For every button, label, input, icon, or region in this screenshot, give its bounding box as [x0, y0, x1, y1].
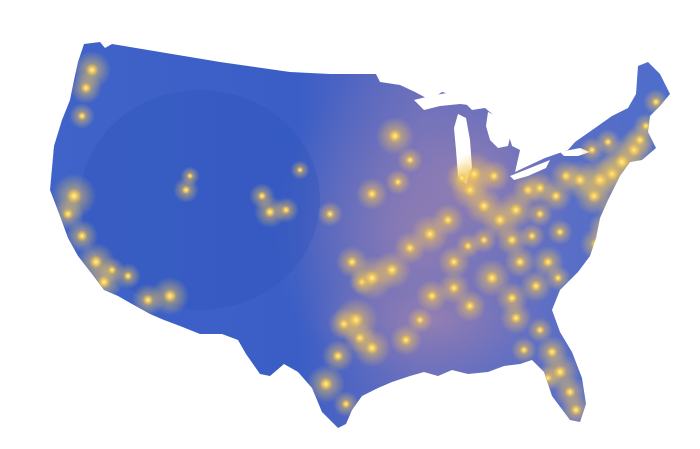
city-light [296, 166, 304, 174]
city-light [464, 300, 476, 312]
city-light [80, 82, 92, 94]
city-light [142, 294, 154, 306]
city-light [485, 271, 499, 285]
city-light [519, 345, 529, 355]
city-light [543, 373, 553, 383]
city-glow [580, 228, 612, 260]
city-light [393, 177, 403, 187]
city-light [506, 234, 518, 246]
city-light [264, 206, 276, 218]
city-light [590, 238, 602, 250]
city-glow [598, 194, 630, 226]
city-light [107, 265, 117, 275]
city-light [570, 404, 582, 416]
city-light [479, 235, 489, 245]
city-light [542, 256, 554, 268]
city-light [509, 203, 523, 217]
city-light [385, 263, 399, 277]
city-light [448, 256, 460, 268]
city-light [553, 273, 563, 283]
city-light [535, 325, 545, 335]
city-light [332, 350, 344, 362]
city-lights [51, 50, 669, 426]
city-light [530, 280, 542, 292]
lake-huron [486, 112, 512, 148]
city-light [338, 318, 350, 330]
city-light [448, 282, 460, 294]
city-light [341, 399, 351, 409]
city-light [62, 208, 74, 220]
city-light [319, 377, 333, 391]
city-light [598, 222, 610, 234]
city-light [400, 334, 412, 346]
city-light [514, 256, 526, 268]
city-light [463, 241, 473, 251]
city-light [365, 341, 379, 355]
city-light [404, 242, 416, 254]
city-light [651, 97, 661, 107]
city-light [506, 292, 518, 304]
city-light [415, 315, 425, 325]
city-light [456, 172, 468, 184]
city-light [587, 145, 597, 155]
city-light [535, 209, 545, 219]
city-light [186, 172, 194, 180]
city-light [163, 289, 177, 303]
city-light [181, 185, 191, 195]
city-light [405, 155, 415, 165]
city-light [608, 204, 620, 216]
city-light [366, 188, 378, 200]
city-light [442, 214, 454, 226]
city-light [603, 137, 613, 147]
city-light [325, 209, 335, 219]
city-light [76, 230, 88, 242]
city-light [550, 190, 562, 202]
city-light [123, 271, 133, 281]
city-light [510, 312, 522, 324]
city-light [527, 231, 537, 241]
city-light [555, 227, 565, 237]
lake-superior [414, 92, 486, 110]
lake-erie [510, 160, 550, 180]
city-light [641, 121, 651, 131]
city-light [281, 205, 291, 215]
west-dark-tint [80, 90, 320, 310]
city-light [488, 170, 500, 182]
city-light [77, 111, 87, 121]
city-light [388, 129, 402, 143]
city-light [423, 227, 437, 241]
city-light [426, 290, 438, 302]
